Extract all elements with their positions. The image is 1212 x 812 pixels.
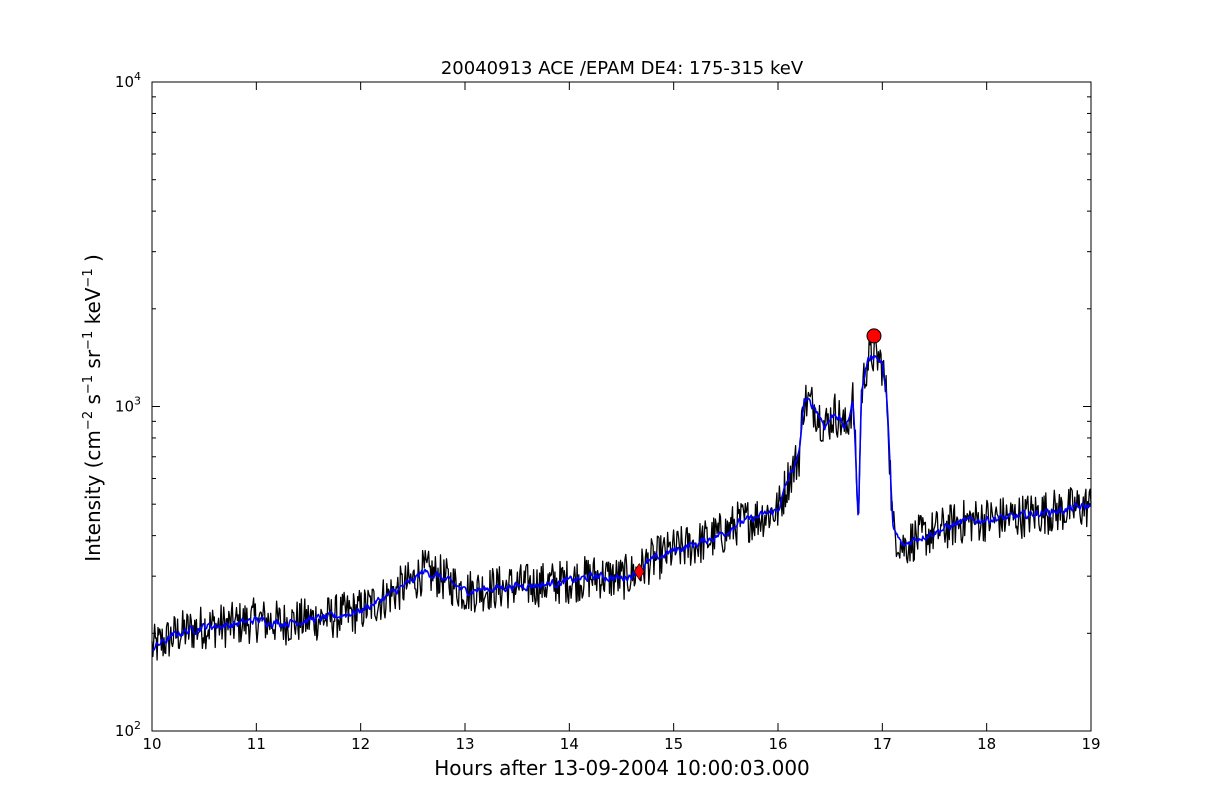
plot-area <box>151 328 1092 661</box>
y-label-exp-s: −1 <box>81 375 96 394</box>
x-tick-label: 19 <box>1081 735 1100 753</box>
x-tick-label: 12 <box>351 735 370 753</box>
x-tick-label: 13 <box>455 735 474 753</box>
x-axis-label: Hours after 13-09-2004 10:00:03.000 <box>434 756 810 780</box>
x-tick-label: 18 <box>977 735 996 753</box>
y-label-exp-sr: −1 <box>81 331 96 350</box>
series-line-raw <box>151 334 1092 661</box>
chart-title: 20040913 ACE /EPAM DE4: 175-315 keV <box>441 58 804 79</box>
series-line-smoothed <box>151 354 1092 652</box>
x-tick-label: 10 <box>142 735 161 753</box>
peak-marker-circle <box>866 328 882 344</box>
x-axis: 10 11 12 13 14 15 16 17 18 19 <box>142 82 1101 753</box>
x-tick-label: 17 <box>873 735 892 753</box>
y-label-exp-cm: −2 <box>81 411 96 430</box>
y-label-prefix: Intensity (cm <box>81 430 105 562</box>
y-tick-exp: 3 <box>134 395 141 408</box>
y-label-s: s <box>81 394 105 411</box>
x-tick-label: 16 <box>768 735 787 753</box>
y-tick-label: 102 <box>115 719 141 740</box>
y-label-kev: keV <box>81 287 105 331</box>
y-label-suffix: ) <box>81 254 105 268</box>
onset-marker-diamond <box>633 562 645 581</box>
y-tick-label: 104 <box>115 70 141 91</box>
x-tick-label: 14 <box>560 735 579 753</box>
y-tick-exp: 4 <box>134 70 141 83</box>
y-tick-base: 10 <box>115 722 134 740</box>
y-label-sr: sr <box>81 349 105 375</box>
y-tick-exp: 2 <box>134 719 141 732</box>
x-tick-label: 11 <box>247 735 266 753</box>
y-tick-base: 10 <box>115 73 134 91</box>
y-label-exp-kev: −1 <box>81 268 96 287</box>
y-tick-label: 103 <box>115 395 141 416</box>
y-axis-label: Intensity (cm−2 s−1 sr−1 keV−1 ) <box>81 254 105 562</box>
y-tick-base: 10 <box>115 398 134 416</box>
x-tick-label: 15 <box>664 735 683 753</box>
